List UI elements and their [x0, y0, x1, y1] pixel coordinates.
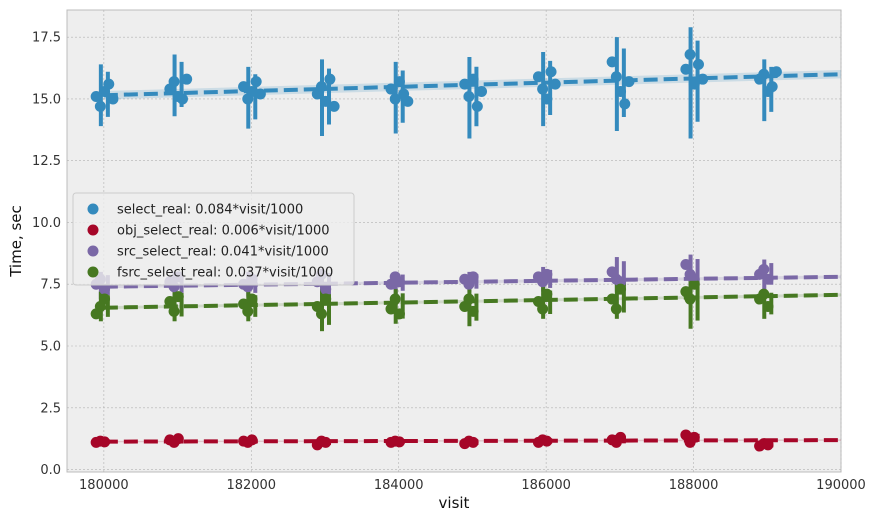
data-point [99, 293, 111, 305]
data-point [688, 278, 700, 290]
fit-line [103, 72, 842, 98]
y-tick-label: 0.0 [40, 463, 61, 478]
y-tick-label: 17.5 [32, 31, 61, 46]
data-point [541, 268, 553, 280]
data-point [692, 58, 704, 70]
y-tick-label: 15.0 [32, 92, 61, 107]
data-point [610, 303, 622, 315]
legend-marker [87, 203, 99, 215]
data-point [467, 271, 479, 283]
data-point [385, 303, 397, 315]
data-point [316, 308, 327, 320]
fit-line [103, 438, 842, 444]
data-point [402, 95, 414, 107]
data-point [393, 308, 405, 320]
legend-marker [87, 224, 99, 236]
data-point [541, 288, 553, 300]
x-tick-label: 184000 [374, 478, 424, 493]
data-point [684, 48, 696, 60]
y-tick-label: 5.0 [40, 340, 61, 355]
y-tick-label: 10.0 [32, 216, 61, 231]
data-point [680, 258, 692, 270]
data-point [619, 98, 631, 110]
legend: select_real: 0.084*visit/1000 obj_select_… [72, 192, 355, 286]
data-point [246, 293, 258, 305]
x-axis-label: visit [439, 494, 470, 512]
legend-marker [87, 245, 99, 257]
data-point [467, 73, 479, 85]
data-point [532, 71, 544, 83]
x-tick-label: 180000 [79, 478, 129, 493]
data-point [181, 73, 193, 85]
x-tick-label: 190000 [816, 478, 866, 493]
data-point [103, 78, 115, 90]
data-point [172, 291, 184, 303]
legend-label: obj_select_real: 0.006*visit/1000 [117, 224, 330, 239]
data-point [606, 56, 618, 68]
data-point [766, 81, 778, 93]
x-tick-label: 188000 [669, 478, 719, 493]
data-point [90, 90, 102, 102]
legend-label: src_select_real: 0.041*visit/1000 [117, 245, 329, 260]
data-point [320, 95, 332, 107]
data-point [476, 86, 488, 98]
data-point [242, 305, 254, 317]
data-point [688, 78, 700, 90]
x-tick-label: 186000 [521, 478, 571, 493]
data-point [164, 296, 176, 308]
data-point [176, 93, 188, 105]
data-point [168, 305, 180, 317]
data-point [758, 263, 770, 275]
data-point [615, 86, 627, 98]
y-tick-label: 7.5 [40, 278, 61, 293]
x-axis-ticks: 180000 182000 184000 186000 188000 190000 [79, 478, 866, 493]
data-point [389, 93, 401, 105]
data-point [541, 93, 553, 105]
data-point [615, 283, 627, 295]
data-point [94, 100, 106, 112]
y-tick-label: 12.5 [32, 154, 61, 169]
data-point [680, 63, 692, 75]
data-point [537, 83, 549, 95]
fit-line [103, 292, 842, 310]
data-point [545, 66, 557, 78]
y-axis-ticks: 0.0 2.5 5.0 7.5 10.0 12.5 15.0 17.5 [32, 31, 61, 478]
data-point [393, 76, 405, 88]
data-point [762, 300, 774, 312]
legend-label: select_real: 0.084*visit/1000 [117, 203, 303, 218]
data-point [471, 100, 483, 112]
legend-marker [87, 266, 99, 278]
data-point [250, 76, 262, 88]
legend-label: fsrc_select_real: 0.037*visit/1000 [117, 266, 333, 281]
data-point [463, 90, 475, 102]
data-point [168, 76, 180, 88]
data-point [537, 303, 549, 315]
data-point [324, 73, 336, 85]
x-tick-label: 182000 [226, 478, 276, 493]
data-point [320, 283, 332, 295]
data-point [467, 305, 479, 317]
y-axis-label: Time, sec [7, 205, 25, 278]
y-tick-label: 2.5 [40, 401, 61, 416]
legend-box [72, 192, 355, 286]
data-point [328, 100, 340, 112]
